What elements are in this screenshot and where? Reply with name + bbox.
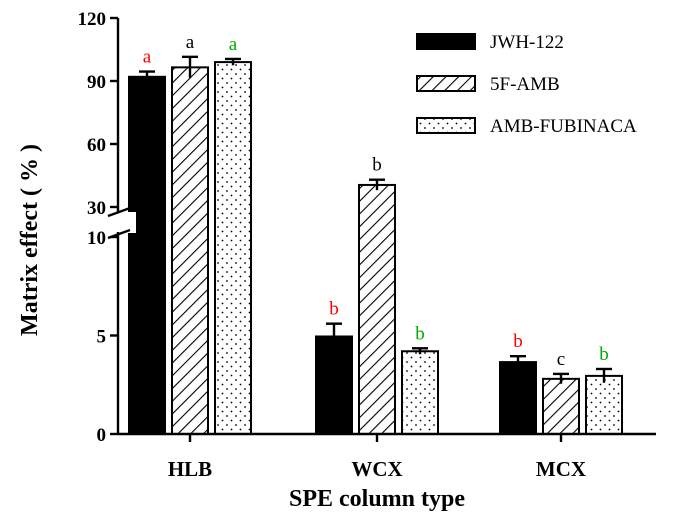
bar-jwh-122-hlb — [128, 75, 166, 436]
significance-label: c — [557, 349, 565, 370]
axis-break-gap — [100, 212, 136, 233]
bar-amb-fubinaca-wcx — [401, 350, 439, 436]
plot-area: a a a b b b b c b — [128, 32, 623, 436]
significance-label: a — [186, 32, 195, 53]
significance-label: b — [415, 323, 425, 344]
axes: 0 5 10 30 60 90 120 HLB WCX MCX — [78, 9, 656, 481]
error-bar-jwh-122-wcx — [326, 322, 342, 350]
bar-amb-fubinaca-mcx — [585, 374, 623, 436]
error-bar-jwh-122-hlb — [139, 70, 155, 83]
x-tick-label-hlb: HLB — [168, 457, 212, 481]
bar-jwh-122-mcx — [499, 361, 537, 435]
legend-swatch-jwh-122 — [416, 33, 476, 50]
error-bar-5f-amb-mcx — [553, 372, 569, 384]
bar-jwh-122-wcx — [315, 335, 353, 435]
significance-label: b — [329, 299, 339, 320]
error-bar-amb-fubinaca-wcx — [412, 347, 428, 355]
y-tick-label: 10 — [87, 228, 106, 249]
significance-label: a — [143, 47, 152, 68]
error-bar-5f-amb-wcx — [369, 178, 385, 191]
legend-label-5f-amb: 5F-AMB — [490, 74, 560, 95]
error-bar-jwh-122-mcx — [510, 354, 526, 369]
legend: JWH-122 5F-AMB AMB-FUBINACA — [416, 32, 637, 137]
error-bar-amb-fubinaca-mcx — [596, 367, 612, 383]
significance-label: b — [513, 331, 523, 352]
x-tick-label-wcx: WCX — [351, 457, 402, 481]
y-tick-label: 30 — [87, 198, 106, 219]
y-tick-label: 5 — [97, 327, 107, 348]
bar-5f-amb-hlb — [171, 66, 209, 435]
y-tick-label: 60 — [87, 135, 106, 156]
y-tick-label: 90 — [87, 72, 106, 93]
bar-amb-fubinaca-hlb — [214, 61, 252, 435]
x-tick-label-mcx: MCX — [536, 457, 586, 481]
error-bar-amb-fubinaca-hlb — [225, 57, 241, 66]
bar-5f-amb-wcx — [358, 183, 396, 435]
x-axis-title: SPE column type — [289, 486, 465, 512]
significance-label: a — [229, 34, 238, 55]
bar-5f-amb-mcx — [542, 377, 580, 435]
legend-swatch-5f-amb — [416, 75, 476, 92]
y-axis-title: Matrix effect ( % ) — [17, 144, 43, 336]
axis-break-mark — [107, 206, 131, 218]
y-tick-label: 0 — [97, 425, 107, 446]
legend-label-amb-fubinaca: AMB-FUBINACA — [490, 116, 637, 137]
y-tick-label: 120 — [78, 9, 107, 30]
significance-label: b — [599, 344, 609, 365]
significance-label: b — [372, 155, 382, 176]
error-bar-5f-amb-hlb — [182, 55, 198, 78]
legend-label-jwh-122: JWH-122 — [490, 32, 564, 53]
legend-swatch-amb-fubinaca — [416, 117, 476, 134]
